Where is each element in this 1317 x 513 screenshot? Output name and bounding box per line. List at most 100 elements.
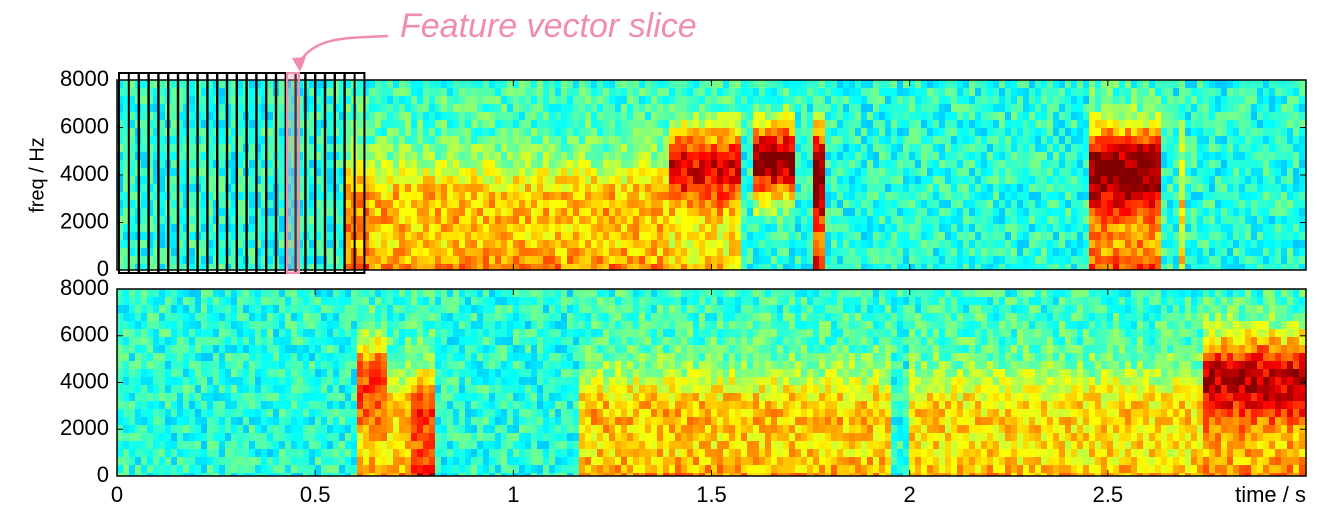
- spectrogram-cell: [1275, 200, 1282, 209]
- spectrogram-cell: [1035, 152, 1042, 161]
- spectrogram-cell: [669, 256, 676, 265]
- spectrogram-cell: [369, 184, 376, 193]
- spectrogram-cell: [1167, 136, 1174, 145]
- spectrogram-cell: [135, 353, 142, 362]
- spectrogram-cell: [279, 248, 286, 257]
- spectrogram-cell: [387, 136, 394, 145]
- spectrogram-cell: [1065, 192, 1072, 201]
- spectrogram-cell: [507, 224, 514, 233]
- spectrogram-cell: [681, 160, 688, 169]
- spectrogram-cell: [891, 144, 898, 153]
- spectrogram-cell: [771, 184, 778, 193]
- spectrogram-cell: [1059, 216, 1066, 225]
- spectrogram-cell: [1227, 208, 1234, 217]
- spectrogram-cell: [1275, 152, 1282, 161]
- spectrogram-cell: [549, 136, 556, 145]
- spectrogram-cell: [1149, 216, 1156, 225]
- spectrogram-cell: [903, 120, 910, 129]
- spectrogram-cell: [1011, 96, 1018, 105]
- spectrogram-cell: [1233, 144, 1240, 153]
- spectrogram-cell: [1077, 176, 1084, 185]
- spectrogram-cell: [1011, 160, 1018, 169]
- spectrogram-cell: [1017, 200, 1024, 209]
- spectrogram-cell: [1119, 176, 1126, 185]
- spectrogram-cell: [1071, 192, 1078, 201]
- spectrogram-cell: [1299, 200, 1306, 209]
- spectrogram-cell: [1071, 216, 1078, 225]
- spectrogram-cell: [189, 96, 196, 105]
- spectrogram-cell: [1125, 136, 1132, 145]
- spectrogram-cell: [735, 112, 742, 121]
- spectrogram-cell: [1251, 144, 1258, 153]
- spectrogram-cell: [1059, 224, 1066, 233]
- spectrogram-cell: [543, 80, 550, 89]
- spectrogram-cell: [489, 88, 496, 97]
- spectrogram-cell: [267, 80, 274, 89]
- spectrogram-cell: [999, 168, 1006, 177]
- spectrogram-cell: [747, 160, 754, 169]
- spectrogram-cell: [1197, 232, 1204, 241]
- spectrogram-cell: [1137, 120, 1144, 129]
- spectrogram-cell: [555, 136, 562, 145]
- spectrogram-cell: [1011, 144, 1018, 153]
- spectrogram-cell: [627, 232, 634, 241]
- spectrogram-cell: [1011, 112, 1018, 121]
- spectrogram-cell: [1275, 88, 1282, 97]
- spectrogram-cell: [429, 240, 436, 249]
- spectrogram-cell: [1257, 200, 1264, 209]
- spectrogram-cell: [483, 112, 490, 121]
- spectrogram-cell: [951, 224, 958, 233]
- spectrogram-cell: [777, 208, 784, 217]
- spectrogram-cell: [1065, 136, 1072, 145]
- spectrogram-cell: [957, 152, 964, 161]
- spectrogram-cell: [951, 184, 958, 193]
- spectrogram-cell: [1059, 232, 1066, 241]
- spectrogram-cell: [795, 120, 802, 129]
- spectrogram-cell: [135, 377, 142, 386]
- spectrogram-cell: [867, 208, 874, 217]
- spectrogram-cell: [471, 112, 478, 121]
- spectrogram-cell: [435, 128, 442, 137]
- spectrogram-cell: [525, 104, 532, 113]
- spectrogram-cell: [477, 168, 484, 177]
- spectrogram-cell: [939, 208, 946, 217]
- spectrogram-cell: [681, 192, 688, 201]
- spectrogram-cell: [933, 144, 940, 153]
- spectrogram-cell: [159, 88, 166, 97]
- spectrogram-cell: [1185, 192, 1192, 201]
- spectrogram-cell: [843, 144, 850, 153]
- spectrogram-cell: [945, 256, 952, 265]
- spectrogram-cell: [465, 112, 472, 121]
- spectrogram-cell: [885, 160, 892, 169]
- spectrogram-cell: [951, 88, 958, 97]
- spectrogram-cell: [933, 184, 940, 193]
- spectrogram-cell: [801, 128, 808, 137]
- spectrogram-cell: [507, 192, 514, 201]
- spectrogram-cell: [933, 208, 940, 217]
- spectrogram-cell: [603, 160, 610, 169]
- spectrogram-cell: [675, 216, 682, 225]
- spectrogram-cell: [573, 248, 580, 257]
- spectrogram-cell: [345, 80, 352, 89]
- spectrogram-cell: [465, 168, 472, 177]
- spectrogram-cell: [627, 160, 634, 169]
- spectrogram-cell: [633, 112, 640, 121]
- spectrogram-cell: [1287, 160, 1294, 169]
- spectrogram-cell: [627, 216, 634, 225]
- spectrogram-cell: [501, 224, 508, 233]
- spectrogram-cell: [1083, 128, 1090, 137]
- spectrogram-cell: [1215, 120, 1222, 129]
- spectrogram-cell: [459, 216, 466, 225]
- spectrogram-cell: [1065, 168, 1072, 177]
- spectrogram-cell: [849, 88, 856, 97]
- spectrogram-cell: [975, 224, 982, 233]
- spectrogram-cell: [1029, 88, 1036, 97]
- spectrogram-cell: [831, 224, 838, 233]
- spectrogram-cell: [1161, 240, 1168, 249]
- spectrogram-cell: [585, 240, 592, 249]
- spectrogram-cell: [1227, 112, 1234, 121]
- spectrogram-cell: [861, 248, 868, 257]
- spectrogram-cell: [669, 136, 676, 145]
- spectrogram-cell: [1161, 224, 1168, 233]
- spectrogram-cell: [327, 80, 334, 89]
